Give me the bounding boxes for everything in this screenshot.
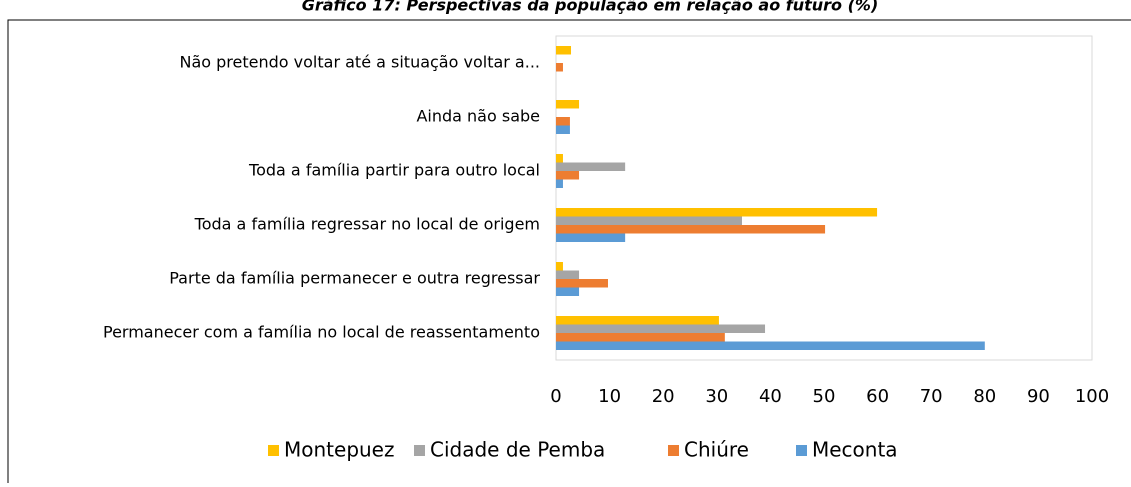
bar: [556, 179, 563, 188]
bar: [556, 324, 766, 333]
y-tick-label: Ainda não sabe: [416, 107, 540, 126]
bar: [556, 225, 826, 234]
chart-border: [7, 19, 1131, 487]
x-tick-label: 80: [973, 386, 996, 407]
bar: [556, 100, 580, 109]
x-tick-label: 10: [598, 386, 621, 407]
legend-label: Chiúre: [684, 438, 749, 462]
legend-label: Montepuez: [284, 438, 395, 462]
bar: [556, 46, 572, 55]
bar: [556, 208, 878, 217]
bar: [556, 341, 985, 350]
chart-title: Gráfico 17: Perspectivas da população em…: [302, 0, 879, 15]
bar: [556, 316, 719, 325]
legend-swatch: [796, 445, 807, 456]
x-tick-label: 30: [705, 386, 728, 407]
x-tick-label: 20: [652, 386, 675, 407]
bar: [556, 333, 725, 342]
bar: [556, 216, 742, 225]
bar: [556, 63, 563, 72]
x-tick-label: 0: [550, 386, 561, 407]
legend-swatch: [414, 445, 425, 456]
y-tick-label: Toda a família partir para outro local: [248, 161, 540, 180]
bar: [556, 125, 570, 134]
x-tick-label: 90: [1027, 386, 1050, 407]
x-tick-label: 70: [920, 386, 943, 407]
legend-swatch: [268, 445, 279, 456]
bar: [556, 154, 563, 163]
x-tick-label: 40: [759, 386, 782, 407]
bar: [556, 233, 626, 242]
y-tick-label: Permanecer com a família no local de rea…: [103, 323, 540, 342]
y-tick-label: Não pretendo voltar até a situação volta…: [180, 53, 541, 72]
bar: [556, 270, 580, 279]
bar: [556, 117, 570, 126]
bar: [556, 162, 626, 171]
legend-label: Meconta: [812, 438, 898, 462]
plot-border: [555, 35, 1093, 361]
legend-swatch: [668, 445, 679, 456]
bar: [556, 171, 580, 180]
x-tick-label: 60: [866, 386, 889, 407]
y-tick-label: Toda a família regressar no local de ori…: [194, 215, 540, 234]
legend-label: Cidade de Pemba: [430, 438, 605, 462]
bar: [556, 262, 563, 271]
bar: [556, 287, 580, 296]
bar: [556, 279, 608, 288]
x-tick-label: 50: [813, 386, 836, 407]
x-tick-label: 100: [1075, 386, 1109, 407]
y-tick-label: Parte da família permanecer e outra regr…: [169, 269, 540, 288]
